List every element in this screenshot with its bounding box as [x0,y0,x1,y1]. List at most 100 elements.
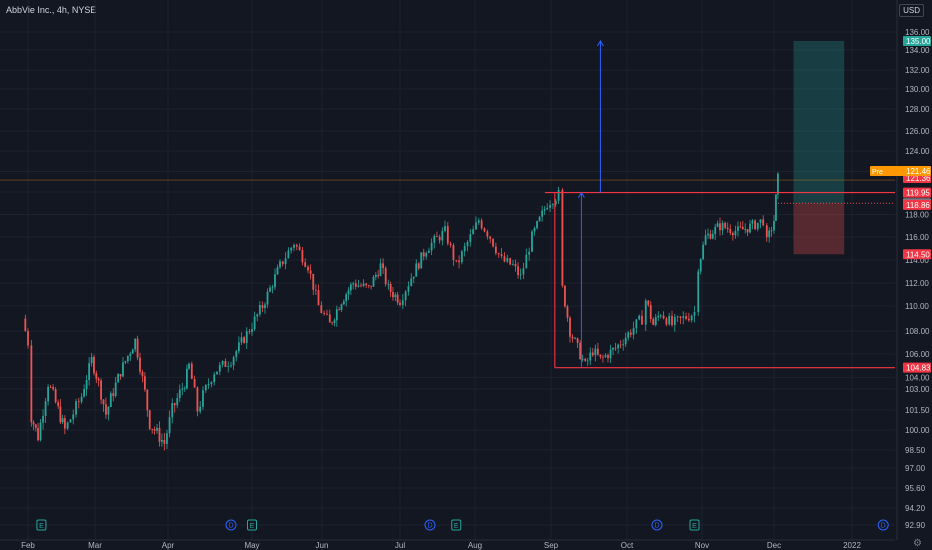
candle-body [88,363,91,381]
candle-body [379,263,382,276]
candle-body [389,284,392,293]
candle-body [477,220,480,223]
earnings-marker [451,519,462,531]
price-tick-label: 100.00 [905,426,930,435]
candle-body [449,243,452,246]
candle-body [469,234,472,243]
candle-body [506,258,509,262]
candle-body [632,328,635,335]
candle-body [39,422,42,441]
candle-body [662,315,665,319]
candle-body [312,273,315,290]
candle-body [714,226,717,235]
candle-body [307,266,309,271]
candle-body [541,210,544,217]
candle-body [668,315,671,325]
candle-body [176,398,179,406]
candle-body [387,284,390,285]
candle-body [173,403,176,406]
candle-body [95,373,98,379]
premarket-prefix: Pre [872,169,883,176]
candle-body [702,244,705,260]
candle-body [266,291,269,305]
candle-body [749,223,751,233]
candle-body [571,336,574,339]
candle-body [512,264,514,265]
drawing-annotations[interactable] [0,40,895,369]
candle-body [382,263,384,269]
time-axis[interactable]: Feb Mar Apr May Jun Jul Aug Sep Oct Nov Dec 2022 [0,539,895,550]
price-axis[interactable]: 92.90 94.20 95.60 97.00 98.50 100.00 101.50 103… [870,0,931,540]
candle-body [102,399,105,405]
time-tick-label: Dec [767,541,781,550]
time-tick-label: Jun [316,541,329,550]
candle-body [66,422,69,429]
candle-body [401,300,404,305]
candle-body [463,246,466,252]
dividend-marker-label: D [427,523,432,530]
dividend-marker-label: D [881,523,886,530]
price-tick-label: 132.00 [905,66,930,75]
candle-body [338,309,341,311]
candle-body [245,331,248,343]
candle-body [594,348,597,356]
candle-body [596,348,599,355]
candle-body [458,260,460,263]
candle-body [69,419,72,423]
candle-body [430,242,433,251]
candle-body [525,254,528,269]
candle-body [153,429,156,431]
candle-body [256,314,259,317]
candle-body [552,204,554,206]
candle-body [392,292,394,298]
price-tick-label: 118.00 [905,211,929,220]
candle-body [367,285,370,286]
candle-body [536,221,538,229]
gear-icon[interactable]: ⚙ [913,538,922,549]
candle-body [151,428,154,430]
candle-body [377,274,380,276]
candle-body [186,368,188,389]
candle-body [230,365,232,367]
candle-body [374,274,377,277]
earnings-marker-label: E [692,523,697,530]
candle-body [777,173,779,195]
candle-body [486,231,489,237]
candle-body [47,386,49,402]
time-tick-label: Apr [162,541,175,550]
candle-body [721,222,724,231]
candle-body [304,262,307,267]
price-tick-label: 98.50 [905,446,926,455]
candle-body [112,393,115,396]
candle-body [617,344,620,349]
price-tick-label: 97.00 [905,464,926,473]
candle-body [436,235,438,237]
candle-body [531,231,533,252]
candle-body [85,380,88,390]
candle-body [707,233,709,236]
candle-body [276,267,279,275]
candle-body [34,424,37,428]
candle-body [352,283,355,285]
candle-body [756,222,759,230]
candle-body [32,422,35,425]
price-tick-label: 124.00 [905,147,930,156]
dividend-marker [225,519,237,531]
candle-body [741,226,744,230]
candle-body [519,274,522,276]
candle-body [213,374,216,383]
candle-body [333,320,336,323]
candle-body [489,236,492,239]
candle-body [441,230,444,241]
candle-body [533,228,536,232]
candle-body [357,285,360,287]
currency-button[interactable]: USD [899,4,924,17]
price-label-text: 114.50 [906,250,930,259]
candle-body [354,283,357,287]
candle-body [384,268,387,285]
candle-body [685,316,687,319]
candle-body [196,387,199,412]
price-tick-label: 116.00 [905,233,929,242]
